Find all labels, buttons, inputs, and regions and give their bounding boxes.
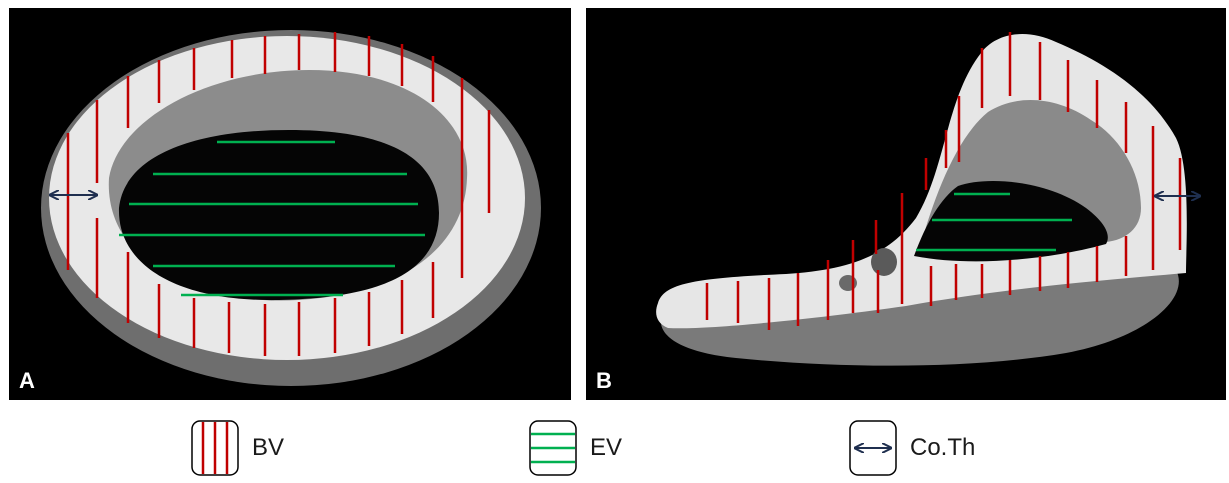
legend-label-bv: BV <box>252 434 285 461</box>
panel-b-bone-image <box>656 32 1226 366</box>
bv-lines <box>705 32 1182 330</box>
pore <box>839 275 857 291</box>
legend-label-coth: Co.Th <box>910 434 976 461</box>
panel-a-bone-image <box>41 30 541 386</box>
double-arrow-icon <box>849 420 897 476</box>
marrow-cavity <box>118 130 439 301</box>
pore <box>871 248 897 276</box>
bv-lines <box>66 32 491 356</box>
ev-lines <box>119 140 425 297</box>
panel-b: B <box>586 8 1226 400</box>
horizontal-green-lines-icon <box>529 420 577 476</box>
legend-item-coth: Co.Th <box>848 418 975 478</box>
legend-item-ev: EV <box>528 418 622 478</box>
ev-lines <box>916 192 1072 252</box>
legend-label-ev: EV <box>590 434 623 461</box>
panel-a-label: A <box>19 368 35 393</box>
legend-item-bv: BV <box>190 418 284 478</box>
panel-a: A <box>9 8 571 400</box>
vertical-red-lines-icon <box>191 420 239 476</box>
panel-b-label: B <box>596 368 612 393</box>
